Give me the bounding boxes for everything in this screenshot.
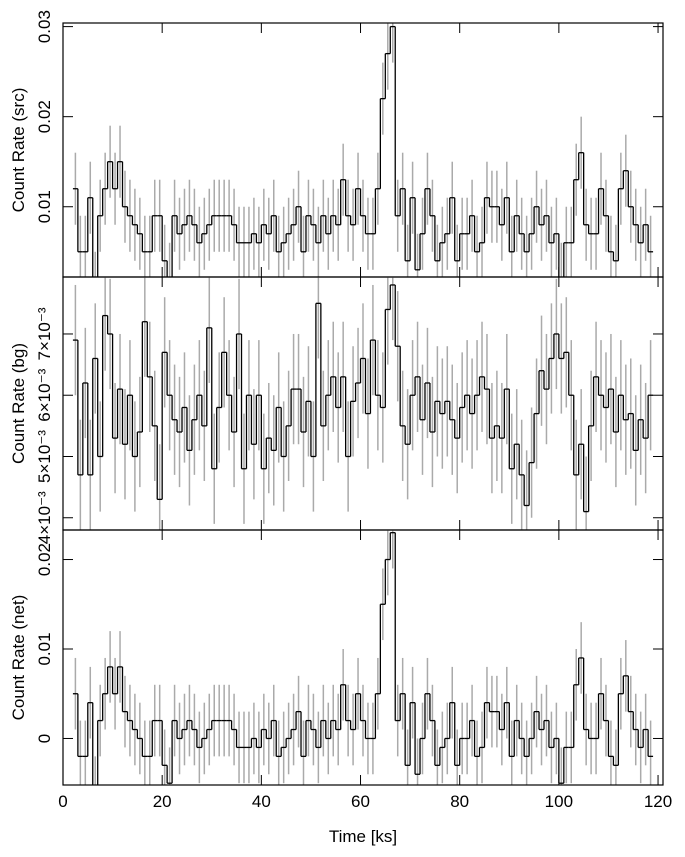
y-tick-label: 0.01 <box>35 632 54 665</box>
x-axis-label: Time [ks] <box>329 827 397 846</box>
y-axis-label: Count Rate (net) <box>9 595 28 721</box>
y-tick-label: 4×10⁻³ <box>35 491 54 544</box>
y-axis-label: Count Rate (bg) <box>9 343 28 464</box>
x-tick-label: 40 <box>252 792 271 811</box>
y-tick-label: 0 <box>35 734 54 743</box>
x-tick-label: 0 <box>58 792 67 811</box>
x-tick-label: 20 <box>153 792 172 811</box>
x-tick-label: 100 <box>545 792 573 811</box>
x-tick-label: 80 <box>450 792 469 811</box>
y-axis-label: Count Rate (src) <box>9 88 28 213</box>
x-tick-label: 60 <box>351 792 370 811</box>
y-tick-label: 0.01 <box>35 190 54 223</box>
y-tick-label: 0.03 <box>35 10 54 43</box>
panel-data <box>72 530 654 785</box>
x-tick-label: 120 <box>644 792 672 811</box>
y-tick-label: 6×10⁻³ <box>35 368 54 421</box>
y-tick-label: 7×10⁻³ <box>35 307 54 360</box>
panel-data <box>72 23 654 277</box>
panel-data <box>72 277 654 530</box>
y-tick-label: 5×10⁻³ <box>35 430 54 483</box>
y-tick-label: 0.02 <box>35 100 54 133</box>
panel-frame <box>62 529 664 786</box>
y-tick-label: 0.02 <box>35 543 54 576</box>
